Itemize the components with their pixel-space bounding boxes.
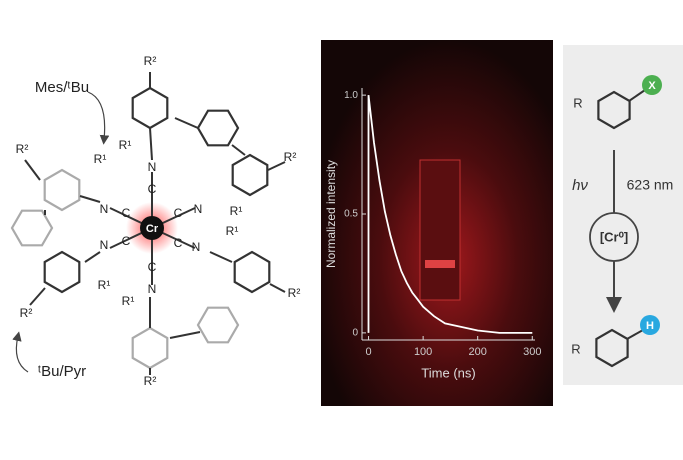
bond bbox=[628, 89, 646, 102]
atom-label: C bbox=[148, 182, 157, 196]
annotation-arrow bbox=[12, 331, 29, 373]
metal-label: Cr bbox=[146, 223, 159, 235]
ring bbox=[43, 250, 81, 294]
bond bbox=[209, 251, 233, 263]
atom-label: C bbox=[122, 234, 131, 248]
benzene bbox=[597, 90, 631, 130]
bond bbox=[231, 144, 246, 156]
y-tick-label: 1.0 bbox=[344, 90, 358, 101]
metal-center bbox=[140, 216, 164, 240]
wavelength: 623 nm bbox=[627, 177, 674, 193]
x-axis-label: Time (ns) bbox=[421, 365, 475, 380]
atom-label: N bbox=[148, 282, 157, 296]
atom-label: R² bbox=[16, 142, 29, 156]
atom-label: R¹ bbox=[230, 204, 243, 218]
chart: 0 0.5 1.0 0 100 200 300 Time (ns) Normalized int… bbox=[324, 88, 541, 380]
bond bbox=[169, 331, 201, 339]
product-substituent: R bbox=[571, 341, 580, 356]
bond bbox=[269, 283, 286, 293]
x-tick-label: 300 bbox=[523, 346, 541, 358]
annotation: Mes/ᵗBu bbox=[35, 79, 89, 96]
x-tick-label: 0 bbox=[365, 346, 371, 358]
y-tick-label: 0 bbox=[352, 328, 358, 339]
atom-label: N bbox=[194, 202, 203, 216]
ring bbox=[10, 209, 54, 247]
ring bbox=[196, 109, 240, 147]
atom-label: R² bbox=[144, 54, 157, 68]
atom-label: C bbox=[174, 236, 183, 250]
scheme: X Rhν 623 nm [Cr⁰] H R bbox=[571, 75, 674, 368]
bond bbox=[267, 161, 286, 171]
atom-label: R¹ bbox=[98, 278, 111, 292]
bond bbox=[174, 117, 199, 129]
ring bbox=[131, 86, 169, 130]
cuvette bbox=[419, 159, 461, 301]
ring bbox=[233, 250, 271, 294]
atom-label: R² bbox=[288, 286, 301, 300]
atom-label: R² bbox=[20, 306, 33, 320]
bond bbox=[24, 159, 41, 181]
benzene bbox=[595, 328, 629, 368]
catalyst: [Cr⁰] bbox=[600, 229, 628, 244]
light: hν bbox=[572, 177, 588, 194]
atom-label: R² bbox=[284, 150, 297, 164]
atom-label: N bbox=[100, 202, 109, 216]
atom-label: C bbox=[148, 260, 157, 274]
leaving-group-badge bbox=[642, 75, 662, 95]
atom-label: N bbox=[148, 160, 157, 174]
leaving-group: X bbox=[648, 80, 656, 92]
decay-curve bbox=[367, 94, 533, 334]
bond bbox=[84, 251, 101, 263]
ring bbox=[196, 306, 240, 344]
substituent: R bbox=[573, 95, 582, 110]
x-tick-label: 200 bbox=[469, 346, 487, 358]
atom-label: C bbox=[122, 206, 131, 220]
bond bbox=[149, 127, 153, 161]
x-tick-label: 100 bbox=[414, 346, 432, 358]
bond bbox=[79, 195, 101, 203]
beam bbox=[425, 260, 455, 268]
annotation-arrow bbox=[87, 91, 110, 145]
bond bbox=[626, 329, 644, 340]
ring bbox=[43, 168, 81, 212]
product-badge bbox=[640, 315, 660, 335]
ring bbox=[231, 153, 269, 197]
atom-label: R¹ bbox=[226, 224, 239, 238]
annotation: ᵗBu/Pyr bbox=[38, 363, 86, 380]
atom-label: C bbox=[174, 206, 183, 220]
atom-label: R¹ bbox=[94, 152, 107, 166]
atom-label: R¹ bbox=[119, 138, 132, 152]
product-atom: H bbox=[646, 320, 654, 332]
y-axis-label: Normalized intensity bbox=[324, 160, 338, 268]
atom-label: N bbox=[192, 240, 201, 254]
bond bbox=[29, 287, 46, 306]
atom-label: R² bbox=[144, 374, 157, 388]
ring bbox=[131, 326, 169, 370]
cycle bbox=[589, 212, 639, 262]
y-tick-label: 0.5 bbox=[344, 209, 358, 220]
atom-label: N bbox=[100, 238, 109, 252]
atom-label: R¹ bbox=[122, 294, 135, 308]
